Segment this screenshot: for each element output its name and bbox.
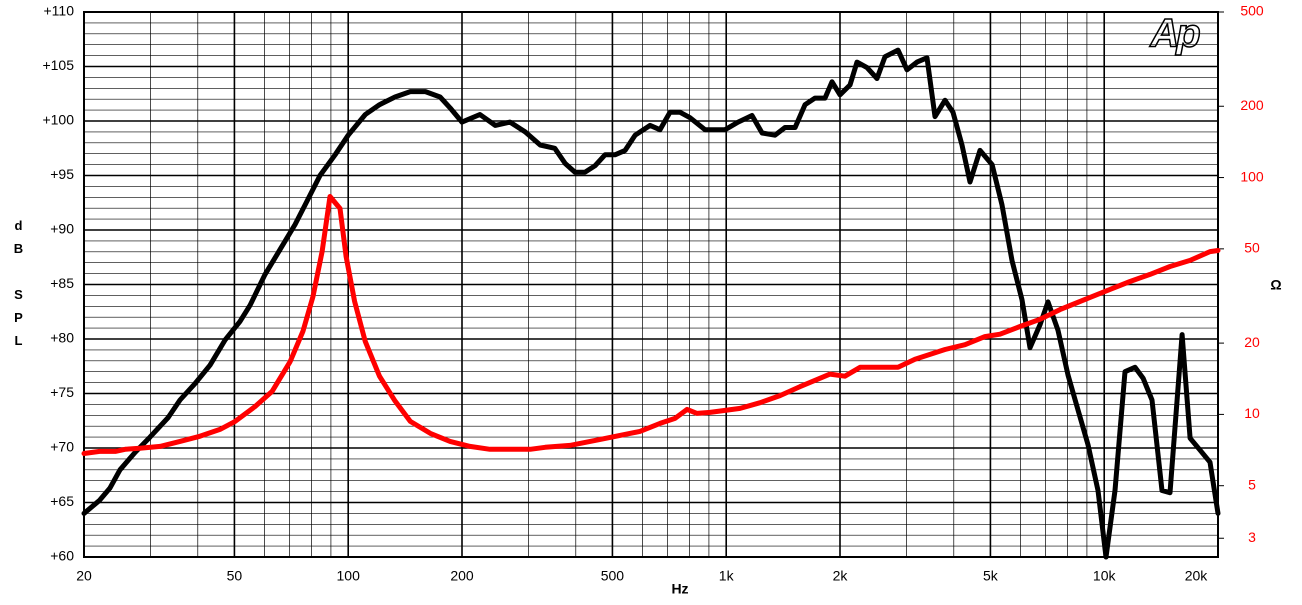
x-tick-label: 10k bbox=[1093, 568, 1117, 584]
y2-tick-label: 50 bbox=[1244, 240, 1260, 256]
y-tick-label: +80 bbox=[50, 330, 74, 346]
y-tick-label: +110 bbox=[44, 3, 75, 19]
x-tick-label: 100 bbox=[337, 568, 361, 584]
x-tick-label: 2k bbox=[833, 568, 849, 584]
y-axis-label: dB SPL bbox=[11, 218, 26, 356]
y-tick-label: +95 bbox=[50, 166, 74, 182]
y-tick-label: +100 bbox=[42, 112, 74, 128]
y-tick-label: +105 bbox=[42, 57, 74, 73]
x-tick-label: 50 bbox=[227, 568, 243, 584]
y2-tick-label: 3 bbox=[1248, 529, 1256, 545]
x-tick-label: 5k bbox=[983, 568, 999, 584]
x-tick-label: 20k bbox=[1185, 568, 1209, 584]
x-tick-label: 500 bbox=[601, 568, 625, 584]
x-tick-label: 200 bbox=[450, 568, 474, 584]
y-tick-label: +65 bbox=[50, 493, 74, 509]
x-tick-label: 20 bbox=[76, 568, 92, 584]
y2-tick-label: 10 bbox=[1244, 405, 1260, 421]
y2-tick-label: 100 bbox=[1240, 168, 1264, 184]
y-tick-label: +75 bbox=[50, 384, 74, 400]
y2-tick-label: 500 bbox=[1240, 3, 1264, 19]
y2-tick-label: 20 bbox=[1244, 334, 1260, 350]
y-tick-label: +70 bbox=[50, 439, 74, 455]
y2-tick-label: 5 bbox=[1248, 476, 1256, 492]
y2-axis-label: Ω bbox=[1270, 277, 1281, 293]
y-tick-label: +60 bbox=[50, 548, 74, 564]
y-tick-label: +90 bbox=[50, 221, 74, 237]
y-tick-label: +85 bbox=[50, 275, 74, 291]
x-tick-label: 1k bbox=[719, 568, 735, 584]
series-line bbox=[81, 194, 1221, 456]
series-line bbox=[81, 47, 1221, 560]
y2-tick-label: 200 bbox=[1240, 97, 1264, 113]
plot-frame bbox=[83, 11, 1219, 558]
x-axis-label: Hz bbox=[671, 581, 688, 597]
